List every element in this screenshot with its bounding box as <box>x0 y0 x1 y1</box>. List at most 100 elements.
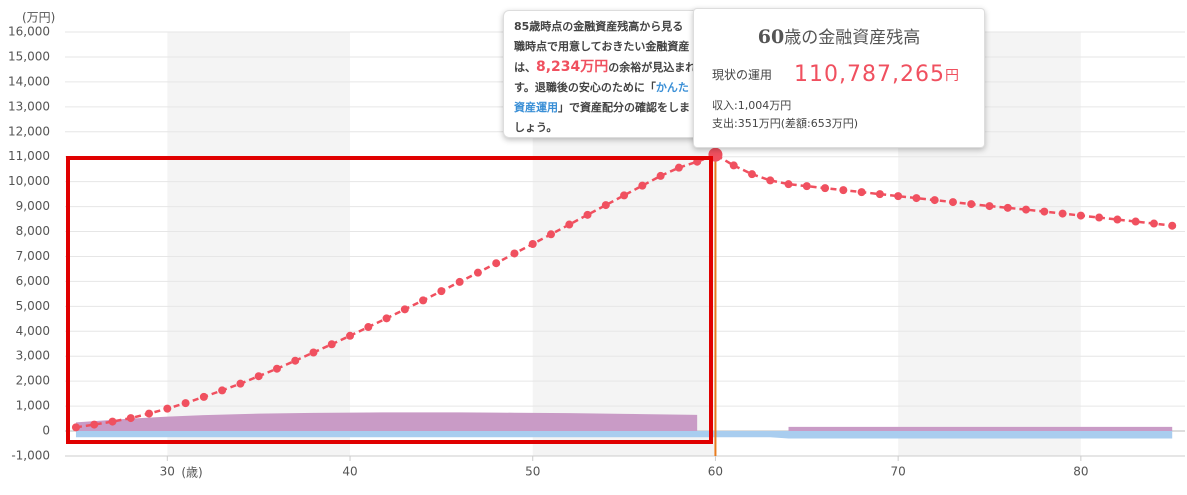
point <box>1149 219 1158 228</box>
point <box>272 364 281 373</box>
y-tick-label: 8,000 <box>16 224 50 238</box>
point <box>291 356 300 365</box>
point <box>839 186 848 195</box>
point <box>1076 211 1085 220</box>
area <box>75 412 1173 432</box>
point <box>674 163 683 172</box>
point <box>382 314 391 323</box>
point <box>802 182 811 191</box>
popup-text: しょう。 <box>514 121 558 134</box>
y-tick-label: 13,000 <box>8 99 50 113</box>
tooltip-income: 収入:1,004万円 <box>712 99 792 112</box>
tooltip-label: 現状の運用 <box>712 68 773 82</box>
popup-text: 資産運用 <box>514 101 558 114</box>
point <box>145 409 154 418</box>
point <box>601 201 610 210</box>
tooltip-title: 60歳の金融資産残高 <box>694 23 984 48</box>
tooltip-age: 60 <box>757 26 785 48</box>
point <box>473 268 482 277</box>
point <box>1113 215 1122 224</box>
point <box>218 386 227 395</box>
y-tick-label: 1,000 <box>16 399 50 413</box>
x-unit: (歳) <box>181 466 202 480</box>
point <box>620 191 629 200</box>
point <box>821 184 830 193</box>
point <box>967 200 976 209</box>
point <box>510 249 519 258</box>
point <box>254 372 263 381</box>
point <box>875 190 884 199</box>
x-tick-label: 50 <box>525 465 540 479</box>
point <box>948 198 957 207</box>
popup-text: 職時点で用意しておきたい金融資産 <box>514 40 690 53</box>
point <box>236 379 245 388</box>
popup-text: は、 <box>514 61 536 74</box>
point <box>108 417 117 426</box>
tooltip-amount: 110,787,265 <box>794 62 945 87</box>
y-tick-label: 0 <box>42 424 50 438</box>
point <box>729 161 738 170</box>
point <box>492 259 501 268</box>
point <box>1058 209 1067 218</box>
point <box>199 392 208 401</box>
tooltip-title-text: 歳の金融資産残高 <box>784 28 921 48</box>
area <box>75 431 1173 439</box>
point <box>181 399 190 408</box>
y-tick-label: 6,000 <box>16 274 50 288</box>
point <box>894 192 903 201</box>
tooltip: 60歳の金融資産残高 現状の運用 110,787,265 円 収入:1,004万円支… <box>693 8 985 148</box>
popup-line: 資産運用」で資産配分の確認をしま <box>514 98 692 118</box>
y-unit: (万円) <box>22 11 55 25</box>
y-tick-label: 2,000 <box>16 374 50 388</box>
point <box>766 176 775 185</box>
tooltip-expense: 支出:351万円(差額:653万円) <box>712 117 858 130</box>
point <box>784 180 793 189</box>
popup-text: かんた <box>655 81 689 94</box>
popup-line: しょう。 <box>514 118 692 137</box>
point <box>400 305 409 314</box>
popup-text: 85歳時点の金融資産残高から見る <box>514 20 684 33</box>
point <box>1040 207 1049 216</box>
point <box>163 404 172 413</box>
popup-text: の余裕が見込まれ <box>608 61 697 74</box>
point <box>419 296 428 305</box>
band <box>167 32 351 456</box>
x-tick-label: 60 <box>708 465 723 479</box>
y-tick-label: 7,000 <box>16 249 50 263</box>
highlight-box <box>66 156 713 444</box>
point <box>985 202 994 211</box>
y-tick-label: 16,000 <box>8 25 50 39</box>
point <box>656 171 665 180</box>
y-tick-label: 12,000 <box>8 124 50 138</box>
point <box>455 277 464 286</box>
x-tick-label: 70 <box>891 465 906 479</box>
popup-text: 」で資産配分の確認をしま <box>558 101 690 114</box>
point <box>638 181 647 190</box>
point <box>126 414 135 423</box>
x-tick-label: 30 <box>160 465 175 479</box>
point <box>1003 203 1012 212</box>
y-tick-label: 5,000 <box>16 299 50 313</box>
point <box>565 220 574 229</box>
point <box>912 194 921 203</box>
point <box>930 196 939 205</box>
y-tick-label: 15,000 <box>8 49 50 63</box>
point <box>528 240 537 248</box>
popup-text: 8,234万円 <box>536 59 609 75</box>
tooltip-details: 収入:1,004万円支出:351万円(差額:653万円) <box>712 97 984 133</box>
point <box>1022 205 1031 214</box>
point <box>364 323 373 332</box>
tooltip-unit: 円 <box>944 67 959 84</box>
y-tick-label: 9,000 <box>16 199 50 213</box>
point <box>857 188 866 197</box>
y-tick-label: -1,000 <box>11 449 50 463</box>
point <box>90 420 99 429</box>
y-tick-label: 14,000 <box>8 74 50 88</box>
y-tick-label: 3,000 <box>16 349 50 363</box>
advice-popup: 85歳時点の金融資産残高から見る 職時点で用意しておきたい金融資産 は、8,234万… <box>503 10 703 138</box>
point <box>1095 213 1104 222</box>
popup-line: 85歳時点の金融資産残高から見る <box>514 17 692 37</box>
y-tick-label: 10,000 <box>8 174 50 188</box>
